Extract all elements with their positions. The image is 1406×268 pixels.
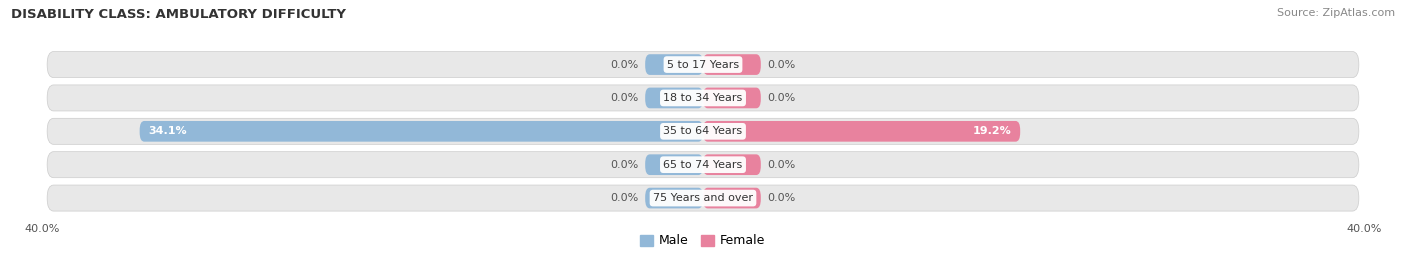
FancyBboxPatch shape — [703, 154, 761, 175]
Text: 0.0%: 0.0% — [768, 193, 796, 203]
FancyBboxPatch shape — [48, 152, 1358, 178]
Text: 0.0%: 0.0% — [768, 59, 796, 70]
Text: 0.0%: 0.0% — [768, 160, 796, 170]
Text: 34.1%: 34.1% — [148, 126, 187, 136]
FancyBboxPatch shape — [703, 121, 1021, 142]
FancyBboxPatch shape — [48, 51, 1358, 78]
FancyBboxPatch shape — [703, 88, 761, 108]
FancyBboxPatch shape — [645, 154, 703, 175]
Text: Source: ZipAtlas.com: Source: ZipAtlas.com — [1277, 8, 1395, 18]
Legend: Male, Female: Male, Female — [636, 229, 770, 252]
Text: 75 Years and over: 75 Years and over — [652, 193, 754, 203]
Text: 5 to 17 Years: 5 to 17 Years — [666, 59, 740, 70]
Text: 0.0%: 0.0% — [610, 59, 638, 70]
Text: DISABILITY CLASS: AMBULATORY DIFFICULTY: DISABILITY CLASS: AMBULATORY DIFFICULTY — [11, 8, 346, 21]
Text: 35 to 64 Years: 35 to 64 Years — [664, 126, 742, 136]
FancyBboxPatch shape — [48, 185, 1358, 211]
Text: 19.2%: 19.2% — [973, 126, 1012, 136]
FancyBboxPatch shape — [139, 121, 703, 142]
Text: 0.0%: 0.0% — [768, 93, 796, 103]
FancyBboxPatch shape — [703, 188, 761, 209]
Text: 0.0%: 0.0% — [610, 193, 638, 203]
FancyBboxPatch shape — [48, 118, 1358, 144]
Text: 65 to 74 Years: 65 to 74 Years — [664, 160, 742, 170]
FancyBboxPatch shape — [703, 54, 761, 75]
Text: 0.0%: 0.0% — [610, 160, 638, 170]
FancyBboxPatch shape — [645, 188, 703, 209]
FancyBboxPatch shape — [48, 85, 1358, 111]
Text: 18 to 34 Years: 18 to 34 Years — [664, 93, 742, 103]
Text: 0.0%: 0.0% — [610, 93, 638, 103]
FancyBboxPatch shape — [645, 88, 703, 108]
FancyBboxPatch shape — [645, 54, 703, 75]
